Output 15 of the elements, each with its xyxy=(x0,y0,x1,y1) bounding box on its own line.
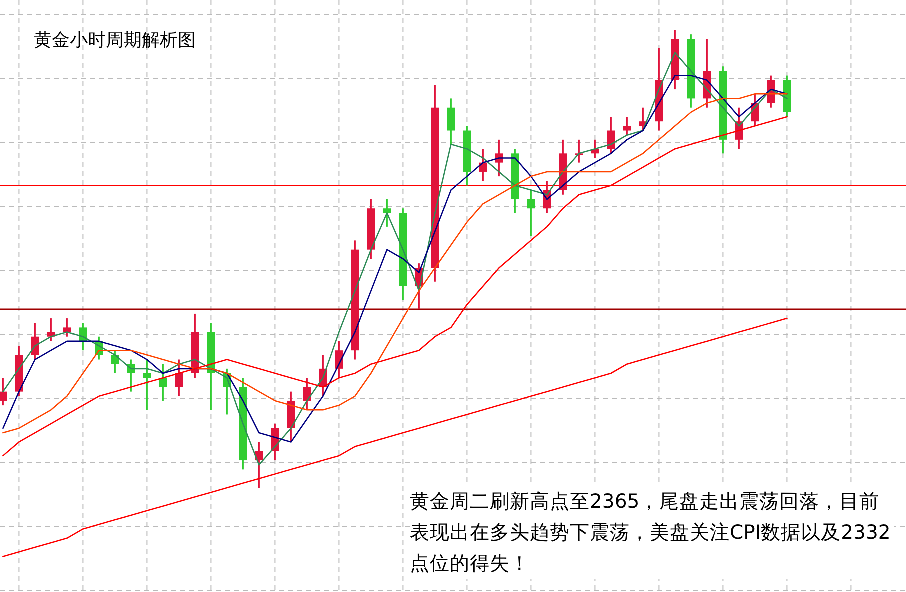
candlestick xyxy=(335,340,344,379)
candlestick xyxy=(303,377,312,411)
candlestick xyxy=(0,377,8,406)
candlestick xyxy=(111,350,120,374)
candlestick xyxy=(159,364,168,402)
candlestick xyxy=(447,98,456,146)
candlestick xyxy=(63,318,72,338)
candlestick xyxy=(175,359,184,398)
candlestick xyxy=(383,198,392,228)
candlestick xyxy=(623,116,632,136)
candlestick xyxy=(143,359,152,411)
chart-title: 黄金小时周期解析图 xyxy=(34,29,196,52)
text: 黄金周二刷新高点至2365，尾盘走出震荡回落，目前表现出在多头趋势下震荡，美盘关注CPI数据以及2332点位的得失！ xyxy=(410,486,894,579)
candlestick xyxy=(527,190,536,237)
candlestick xyxy=(607,116,616,154)
